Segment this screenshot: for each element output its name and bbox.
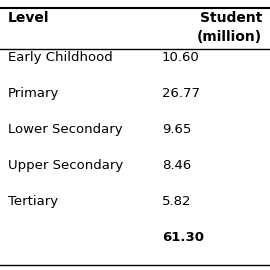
- Text: 26.77: 26.77: [162, 87, 200, 100]
- Text: 8.46: 8.46: [162, 159, 191, 172]
- Text: Early Childhood: Early Childhood: [8, 51, 113, 64]
- Text: Upper Secondary: Upper Secondary: [8, 159, 123, 172]
- Text: Lower Secondary: Lower Secondary: [8, 123, 123, 136]
- Text: 5.82: 5.82: [162, 195, 191, 208]
- Text: 10.60: 10.60: [162, 51, 200, 64]
- Text: 61.30: 61.30: [162, 231, 204, 244]
- Text: Level: Level: [8, 11, 50, 25]
- Text: (million): (million): [197, 30, 262, 44]
- Text: Tertiary: Tertiary: [8, 195, 58, 208]
- Text: 9.65: 9.65: [162, 123, 191, 136]
- Text: Student: Student: [200, 11, 262, 25]
- Text: Primary: Primary: [8, 87, 59, 100]
